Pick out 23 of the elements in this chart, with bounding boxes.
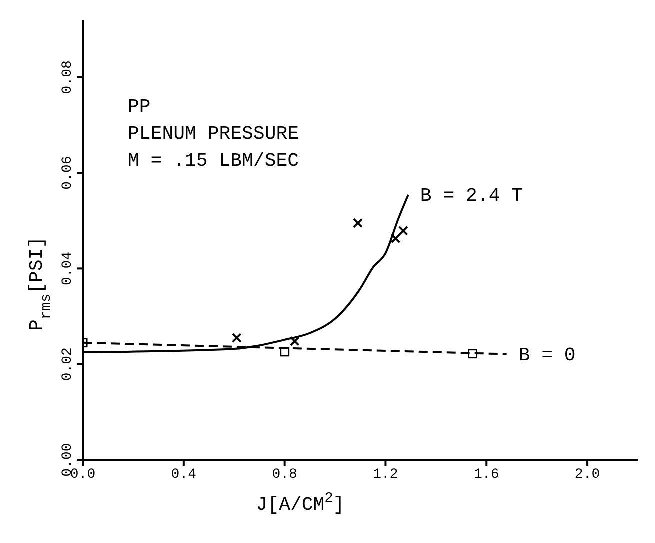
x-tick-label: 0.8	[272, 466, 298, 483]
x-tick-label: 1.6	[474, 466, 500, 483]
series-label: B = 2.4 T	[420, 185, 524, 208]
y-tick-label: 0.02	[60, 348, 76, 382]
x-tick-label: 0.0	[70, 466, 96, 483]
point	[390, 234, 401, 244]
annotation: M = .15 LBM/SEC	[128, 149, 300, 174]
point	[468, 349, 478, 359]
x-tick-label: 0.4	[171, 466, 197, 483]
point	[290, 336, 300, 346]
y-tick-label: 0.08	[60, 60, 76, 94]
series-label: B = 0	[518, 344, 576, 366]
annotation: PLENUM PRESSURE	[128, 122, 300, 147]
annotation: PP	[128, 95, 152, 120]
point	[352, 218, 363, 228]
x-tick-label: 2.0	[574, 466, 600, 483]
point	[232, 333, 242, 344]
y-tick-label: 0.06	[60, 156, 76, 190]
point	[280, 347, 290, 357]
y-tick-label: 0.04	[60, 252, 76, 286]
x-tick-label: 1.2	[373, 466, 398, 483]
x-axis-title: J[A/CM$^{2}$]	[256, 491, 345, 516]
point	[398, 226, 408, 236]
